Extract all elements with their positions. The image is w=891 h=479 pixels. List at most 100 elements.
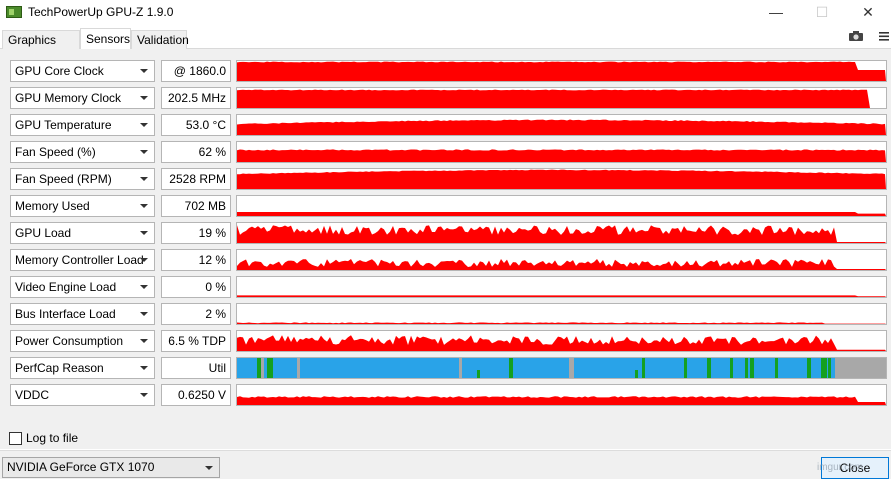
sensor-graph-plot (237, 322, 886, 324)
tab-sensors[interactable]: Sensors (80, 28, 131, 50)
sensor-value: 2528 RPM (161, 168, 231, 190)
sensor-row: Video Engine Load 0 % (0, 276, 891, 300)
sensor-value: 62 % (161, 141, 231, 163)
hamburger-menu-icon[interactable] (879, 30, 889, 45)
sensor-graph (236, 276, 887, 298)
sensor-value: 0 % (161, 276, 231, 298)
window-controls: — ☐ ✕ (753, 0, 891, 24)
sensors-panel: GPU Core Clock @ 1860.0 GPU Memory Clock 20… (0, 49, 891, 449)
camera-icon[interactable] (848, 30, 864, 45)
chevron-down-icon (140, 231, 148, 235)
sensor-name-dropdown[interactable]: Bus Interface Load (10, 303, 155, 325)
sensor-name-dropdown[interactable]: PerfCap Reason (10, 357, 155, 379)
sensor-row: VDDC 0.6250 V (0, 384, 891, 408)
sensor-name-dropdown[interactable]: Video Engine Load (10, 276, 155, 298)
sensor-value: 0.6250 V (161, 384, 231, 406)
sensor-graph (236, 195, 887, 217)
close-window-icon[interactable]: ✕ (862, 3, 874, 20)
chevron-down-icon (140, 258, 148, 262)
title-bar: TechPowerUp GPU-Z 1.9.0 — ☐ ✕ (0, 0, 891, 24)
sensor-name-dropdown[interactable]: Fan Speed (%) (10, 141, 155, 163)
sensor-name-label: Fan Speed (%) (15, 145, 96, 159)
sensor-value: 53.0 °C (161, 114, 231, 136)
watermark: imgur.com (817, 462, 864, 473)
sensor-row: GPU Memory Clock 202.5 MHz (0, 87, 891, 111)
sensor-graph (236, 87, 887, 109)
sensor-name-dropdown[interactable]: Memory Used (10, 195, 155, 217)
sensor-name-dropdown[interactable]: GPU Temperature (10, 114, 155, 136)
sensor-graph-plot (237, 335, 886, 351)
sensor-name-dropdown[interactable]: Fan Speed (RPM) (10, 168, 155, 190)
chevron-down-icon (140, 150, 148, 154)
sensor-name-dropdown[interactable]: GPU Memory Clock (10, 87, 155, 109)
sensor-name-dropdown[interactable]: VDDC (10, 384, 155, 406)
sensor-value: Util (161, 357, 231, 379)
sensor-graph (236, 114, 887, 136)
sensor-name-label: VDDC (15, 388, 50, 402)
sensor-graph-plot (237, 89, 886, 108)
sensor-name-label: Video Engine Load (15, 280, 117, 294)
sensor-graph-plot (237, 225, 886, 243)
sensor-name-label: Fan Speed (RPM) (15, 172, 112, 186)
checkbox-box[interactable] (9, 431, 22, 445)
sensor-row: PerfCap Reason Util (0, 357, 891, 381)
sensor-graph (236, 60, 887, 82)
sensor-graph-plot (237, 212, 886, 216)
gpu-select-value: NVIDIA GeForce GTX 1070 (7, 460, 155, 474)
sensor-graph (236, 303, 887, 325)
sensor-value: 6.5 % TDP (161, 330, 231, 352)
tab-graphics-card[interactable]: Graphics Card (2, 30, 80, 65)
sensor-name-label: Memory Controller Load (15, 253, 144, 267)
log-to-file-checkbox[interactable]: Log to file (9, 431, 78, 445)
gpu-z-app-icon (6, 6, 22, 18)
sensor-graph-plot (237, 169, 886, 189)
sensor-value: 2 % (161, 303, 231, 325)
chevron-down-icon (140, 339, 148, 343)
chevron-down-icon (140, 393, 148, 397)
sensor-name-label: Power Consumption (15, 334, 124, 348)
sensor-value: 12 % (161, 249, 231, 271)
sensor-graph (236, 222, 887, 244)
sensor-graph-plot (237, 61, 886, 81)
sensor-row: Power Consumption 6.5 % TDP (0, 330, 891, 354)
sensor-graph-plot (237, 358, 886, 378)
sensor-graph-plot (237, 119, 886, 135)
sensor-name-dropdown[interactable]: GPU Core Clock (10, 60, 155, 82)
sensor-row: GPU Load 19 % (0, 222, 891, 246)
chevron-down-icon (140, 312, 148, 316)
sensor-name-dropdown[interactable]: GPU Load (10, 222, 155, 244)
maximize-icon[interactable]: ☐ (815, 3, 829, 20)
minimize-icon[interactable]: — (769, 4, 783, 20)
sensor-graph (236, 249, 887, 271)
sensor-graph (236, 141, 887, 163)
chevron-down-icon (205, 466, 213, 470)
sensor-graph (236, 384, 887, 406)
sensor-name-label: PerfCap Reason (15, 361, 104, 375)
sensor-graph (236, 168, 887, 190)
bottom-bar: NVIDIA GeForce GTX 1070 Close (0, 450, 891, 479)
sensor-graph-plot (237, 295, 886, 297)
sensor-graph-plot (237, 396, 886, 405)
sensor-name-dropdown[interactable]: Memory Controller Load (10, 249, 155, 271)
sensor-graph-plot (237, 259, 886, 270)
chevron-down-icon (140, 69, 148, 73)
sensor-name-label: Memory Used (15, 199, 90, 213)
tab-validation[interactable]: Validation (131, 30, 189, 49)
sensor-name-label: GPU Core Clock (15, 64, 104, 78)
sensor-name-label: GPU Memory Clock (15, 91, 122, 105)
sensor-row: Memory Used 702 MB (0, 195, 891, 219)
sensor-row: Memory Controller Load 12 % (0, 249, 891, 273)
sensor-value: 202.5 MHz (161, 87, 231, 109)
sensor-row: GPU Core Clock @ 1860.0 (0, 60, 891, 84)
gpu-select-dropdown[interactable]: NVIDIA GeForce GTX 1070 (2, 457, 220, 478)
sensor-row: Bus Interface Load 2 % (0, 303, 891, 327)
sensor-name-label: GPU Load (15, 226, 72, 240)
sensor-row: Fan Speed (%) 62 % (0, 141, 891, 165)
chevron-down-icon (140, 123, 148, 127)
sensor-name-dropdown[interactable]: Power Consumption (10, 330, 155, 352)
sensor-graph-plot (237, 149, 886, 162)
chevron-down-icon (140, 96, 148, 100)
chevron-down-icon (140, 204, 148, 208)
window-title: TechPowerUp GPU-Z 1.9.0 (28, 5, 174, 19)
sensor-value: @ 1860.0 (161, 60, 231, 82)
